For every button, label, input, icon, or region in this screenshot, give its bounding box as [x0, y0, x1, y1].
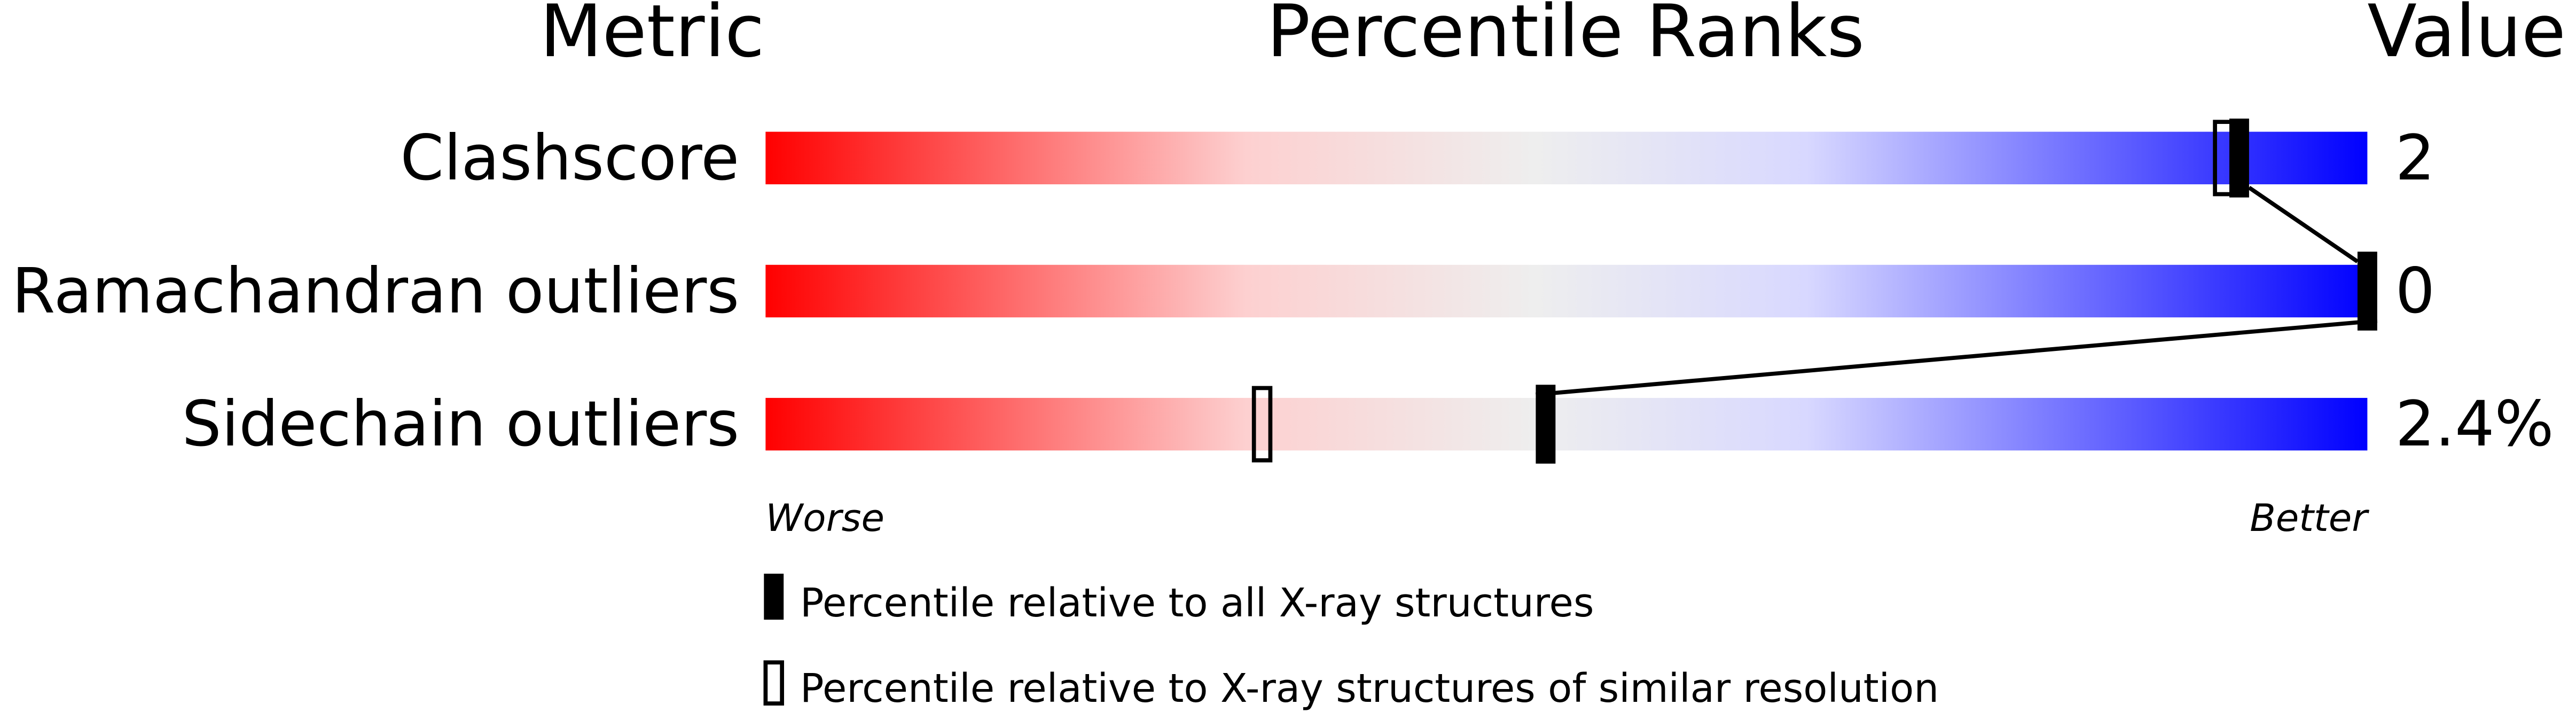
similar-resolution-marker	[1251, 386, 1273, 463]
metric-value: 2.4%	[2395, 388, 2554, 460]
legend-label-all: Percentile relative to all X-ray structu…	[800, 580, 1594, 626]
legend-label-similar: Percentile relative to X-ray structures …	[800, 666, 1939, 711]
metric-label: Ramachandran outliers	[12, 255, 739, 327]
all-structures-marker	[2229, 119, 2249, 198]
connector-line	[1536, 318, 2378, 397]
metric-value: 2	[2395, 122, 2435, 194]
metric-value: 0	[2395, 255, 2435, 327]
header-metric: Metric	[540, 0, 765, 73]
header-percentile-ranks: Percentile Ranks	[1267, 0, 1865, 73]
all-structures-marker	[1536, 385, 1556, 464]
legend-filled-marker	[764, 574, 784, 620]
connector-line	[2248, 186, 2359, 263]
axis-label-worse: Worse	[765, 496, 884, 540]
percentile-bar	[765, 397, 2368, 451]
legend-open-marker	[763, 660, 784, 706]
header-value: Value	[2367, 0, 2566, 73]
metric-label: Sidechain outliers	[182, 388, 740, 460]
percentile-bar	[765, 264, 2368, 318]
percentile-bar	[765, 131, 2368, 185]
metric-label: Clashscore	[400, 122, 739, 194]
axis-label-better: Better	[2250, 496, 2369, 540]
all-structures-marker	[2357, 252, 2377, 331]
